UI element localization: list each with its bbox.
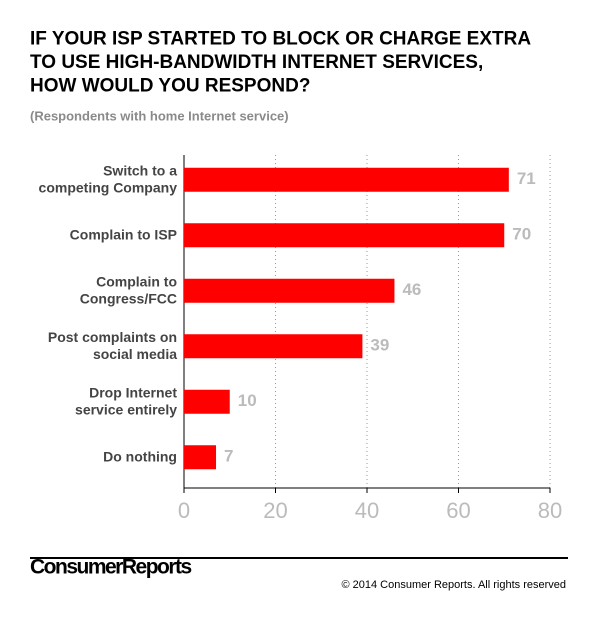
bar [184, 334, 363, 359]
x-tick-label: 80 [538, 498, 562, 523]
copyright: © 2014 Consumer Reports. All rights rese… [341, 579, 566, 591]
bar [184, 389, 230, 414]
value-label: 7 [224, 447, 233, 466]
value-label: 39 [370, 336, 389, 355]
bar [184, 167, 509, 192]
bar [184, 278, 395, 303]
x-tick-label: 20 [263, 498, 287, 523]
y-tick-label: Complain to Congress/FCC [80, 273, 177, 306]
bar [184, 445, 217, 470]
value-label: 10 [238, 391, 257, 410]
y-tick-label: Drop Internet service entirely [75, 384, 177, 417]
chart-title: IF YOUR ISP STARTED TO BLOCK OR CHARGE E… [30, 29, 531, 97]
value-label: 70 [512, 225, 531, 244]
y-tick-label: Complain to ISP [70, 226, 177, 242]
y-tick-label: Switch to a competing Company [39, 162, 178, 195]
value-label: 71 [517, 169, 536, 188]
x-tick-label: 0 [178, 498, 190, 523]
logo: ConsumerReports [30, 556, 192, 579]
chart-subtitle: (Respondents with home Internet service) [30, 108, 289, 123]
y-tick-label: Post complaints on social media [48, 328, 177, 361]
y-tick-label: Do nothing [103, 448, 177, 464]
bar [184, 223, 505, 248]
value-label: 46 [402, 280, 421, 299]
x-tick-label: 60 [446, 498, 470, 523]
x-tick-label: 40 [355, 498, 379, 523]
